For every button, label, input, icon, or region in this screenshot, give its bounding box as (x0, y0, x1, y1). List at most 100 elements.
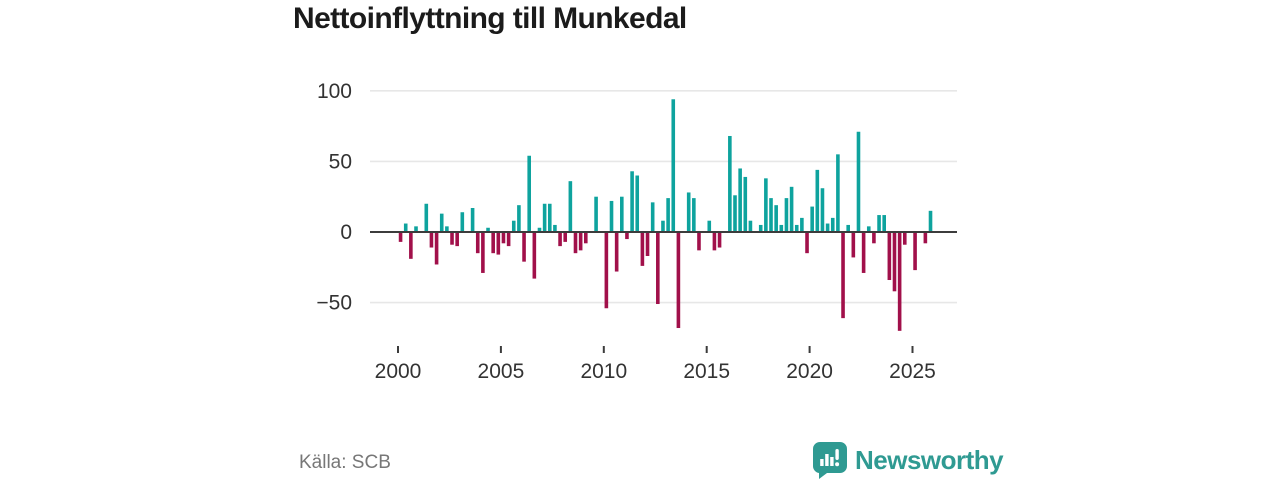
bar (851, 232, 856, 258)
bar (604, 232, 609, 309)
bar (897, 232, 902, 331)
logo-bar-1 (820, 459, 824, 466)
bar (866, 226, 871, 232)
bar (429, 232, 434, 248)
bar (784, 198, 789, 232)
bar (717, 232, 722, 248)
bar (537, 227, 542, 232)
source-note: Källa: SCB (299, 452, 391, 473)
bar (800, 217, 804, 232)
bar (434, 232, 439, 265)
logo-bar-2 (825, 454, 829, 466)
bar (445, 226, 449, 232)
bar (439, 213, 444, 232)
bar (553, 224, 557, 232)
bar (409, 232, 413, 259)
bar (573, 232, 578, 254)
bar (578, 232, 583, 251)
x-axis-tick-label: 2005 (478, 360, 525, 383)
bar (856, 131, 861, 232)
bar (887, 232, 892, 281)
bar (676, 232, 681, 329)
bar (738, 168, 742, 232)
bar (424, 203, 429, 232)
bar (563, 232, 568, 242)
bar (640, 232, 645, 266)
bar (928, 210, 933, 232)
x-axis-tick-label: 2020 (786, 360, 833, 383)
bar (527, 155, 531, 232)
bar (475, 232, 480, 254)
bar (470, 208, 475, 232)
bar (841, 232, 845, 319)
bar (872, 232, 876, 244)
bar (743, 176, 748, 232)
bar (794, 224, 799, 232)
bar (748, 220, 753, 232)
bar (671, 99, 676, 233)
bar (877, 215, 881, 232)
bar (764, 178, 768, 232)
bar (769, 198, 773, 232)
bar (542, 203, 547, 232)
bar (789, 186, 794, 232)
logo-exclamation-stem (835, 449, 839, 460)
bar (558, 232, 562, 247)
bar (815, 169, 820, 232)
bar (728, 135, 732, 232)
speech-bubble-shape (813, 442, 847, 479)
bar (491, 232, 495, 254)
bar (517, 205, 521, 232)
y-axis-tick-label: 50 (329, 150, 352, 173)
x-axis-tick-label: 2000 (375, 360, 422, 383)
bar (661, 220, 665, 232)
bar (532, 232, 537, 279)
bar (846, 224, 850, 232)
bar (501, 232, 506, 244)
bar (707, 220, 712, 232)
x-axis-tick-label: 2025 (889, 360, 936, 383)
bar (414, 226, 418, 232)
bar (620, 196, 624, 232)
bar (805, 232, 809, 254)
bar (645, 232, 650, 256)
bar (460, 212, 465, 232)
y-axis-tick-label: 0 (340, 221, 352, 244)
bar (697, 232, 701, 251)
newsworthy-logo-icon (813, 442, 847, 479)
chart-title: Nettoinflyttning till Munkedal (293, 2, 687, 35)
bar (656, 232, 660, 305)
bar (650, 202, 655, 232)
bar (779, 224, 784, 232)
bar (666, 198, 670, 232)
bar (913, 232, 917, 271)
bar (486, 227, 490, 232)
bar (625, 232, 629, 240)
bar (774, 205, 778, 232)
bar (594, 196, 598, 232)
bar (758, 224, 763, 232)
bar (892, 232, 897, 292)
bar (630, 171, 634, 232)
bar (511, 220, 516, 232)
bar (712, 232, 717, 251)
bar (450, 232, 454, 245)
bar (455, 232, 459, 247)
bar (882, 215, 886, 232)
bar (522, 232, 526, 262)
bar (614, 232, 619, 272)
bar (825, 223, 830, 232)
bar (496, 232, 501, 255)
bar (820, 188, 825, 232)
bar (902, 232, 907, 245)
bar (568, 181, 573, 232)
bar (481, 232, 485, 273)
bar (686, 192, 691, 232)
bar (398, 232, 403, 242)
bar (810, 206, 814, 232)
bar (547, 203, 552, 232)
bar (583, 232, 588, 244)
x-axis-tick-label: 2015 (683, 360, 730, 383)
bar (923, 232, 928, 244)
